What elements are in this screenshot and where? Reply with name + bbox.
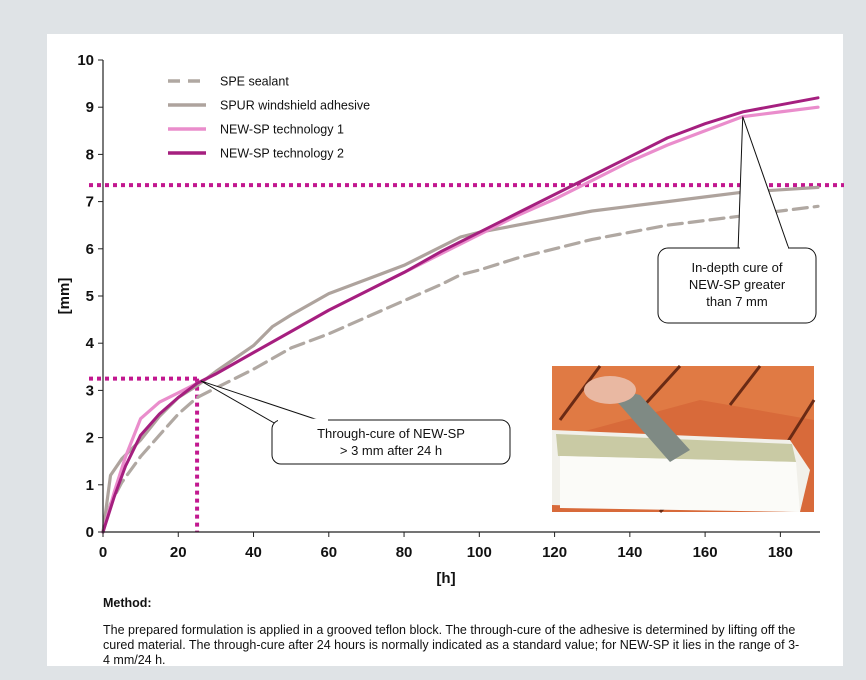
- x-tick-label: 140: [617, 544, 642, 561]
- y-tick-label: 2: [86, 430, 94, 447]
- legend-label-2: SPUR windshield adhesive: [220, 99, 370, 113]
- callout-line: NEW-SP greater: [689, 277, 786, 292]
- x-tick-label: 40: [245, 544, 262, 561]
- x-tick-label: 160: [693, 544, 718, 561]
- callout-line: > 3 mm after 24 h: [340, 443, 442, 458]
- spatula: [600, 385, 690, 462]
- method-description: The prepared formulation is applied in a…: [103, 623, 800, 667]
- series-line-1: [101, 204, 820, 534]
- callout-line: Through-cure of NEW-SP: [317, 426, 465, 441]
- y-tick-label: 6: [86, 241, 94, 258]
- x-tick-label: 180: [768, 544, 793, 561]
- callout-line: than 7 mm: [706, 294, 767, 309]
- y-axis-title: [mm]: [56, 278, 73, 315]
- y-tick-label: 4: [86, 335, 95, 352]
- x-tick-label: 20: [170, 544, 187, 561]
- callout-box: [271, 419, 511, 465]
- y-tick-label: 9: [86, 99, 94, 116]
- x-tick-label: 80: [396, 544, 413, 561]
- callout-through-cure: Through-cure of NEW-SP > 3 mm after 24 h: [200, 380, 511, 465]
- y-tick-label: 7: [86, 194, 94, 211]
- inset-photo: [552, 364, 816, 514]
- figure-panel: [47, 34, 843, 666]
- x-tick-label: 100: [467, 544, 492, 561]
- block-front: [560, 456, 800, 512]
- y-tick-label: 1: [86, 477, 94, 494]
- photo-grid-line: [558, 365, 602, 421]
- callout-in-depth-cure: In-depth cure of NEW-SP greater than 7 mm: [657, 116, 817, 324]
- photo-grid-line: [728, 365, 762, 406]
- y-tick-label: 10: [77, 52, 94, 69]
- x-tick-label: 60: [320, 544, 337, 561]
- x-tick-label: 120: [542, 544, 567, 561]
- series-line-4: [101, 96, 820, 534]
- callout-pointer: [200, 380, 331, 425]
- callout-line: In-depth cure of: [691, 260, 782, 275]
- callout-pointer: [737, 116, 791, 253]
- callout-box: [657, 247, 817, 324]
- legend: SPE sealant SPUR windshield adhesive NEW-S…: [168, 75, 370, 161]
- hand: [584, 376, 636, 404]
- series-line-2: [101, 185, 820, 534]
- legend-label-4: NEW-SP technology 2: [220, 147, 344, 161]
- legend-label-3: NEW-SP technology 1: [220, 123, 344, 137]
- y-tick-label: 8: [86, 146, 94, 163]
- y-tick-label: 0: [86, 524, 94, 541]
- y-tick-label: 5: [86, 288, 94, 305]
- legend-label-1: SPE sealant: [220, 75, 289, 89]
- method-title: Method:: [103, 596, 152, 610]
- cure-depth-chart: 0 20 40 60 80 100 120 140 160 180 0 1 2 3 4 5 6 7 8 9 10 [h]…: [56, 52, 844, 587]
- x-axis-title: [h]: [436, 570, 455, 587]
- y-tick-label: 3: [86, 382, 94, 399]
- x-tick-label: 0: [99, 544, 107, 561]
